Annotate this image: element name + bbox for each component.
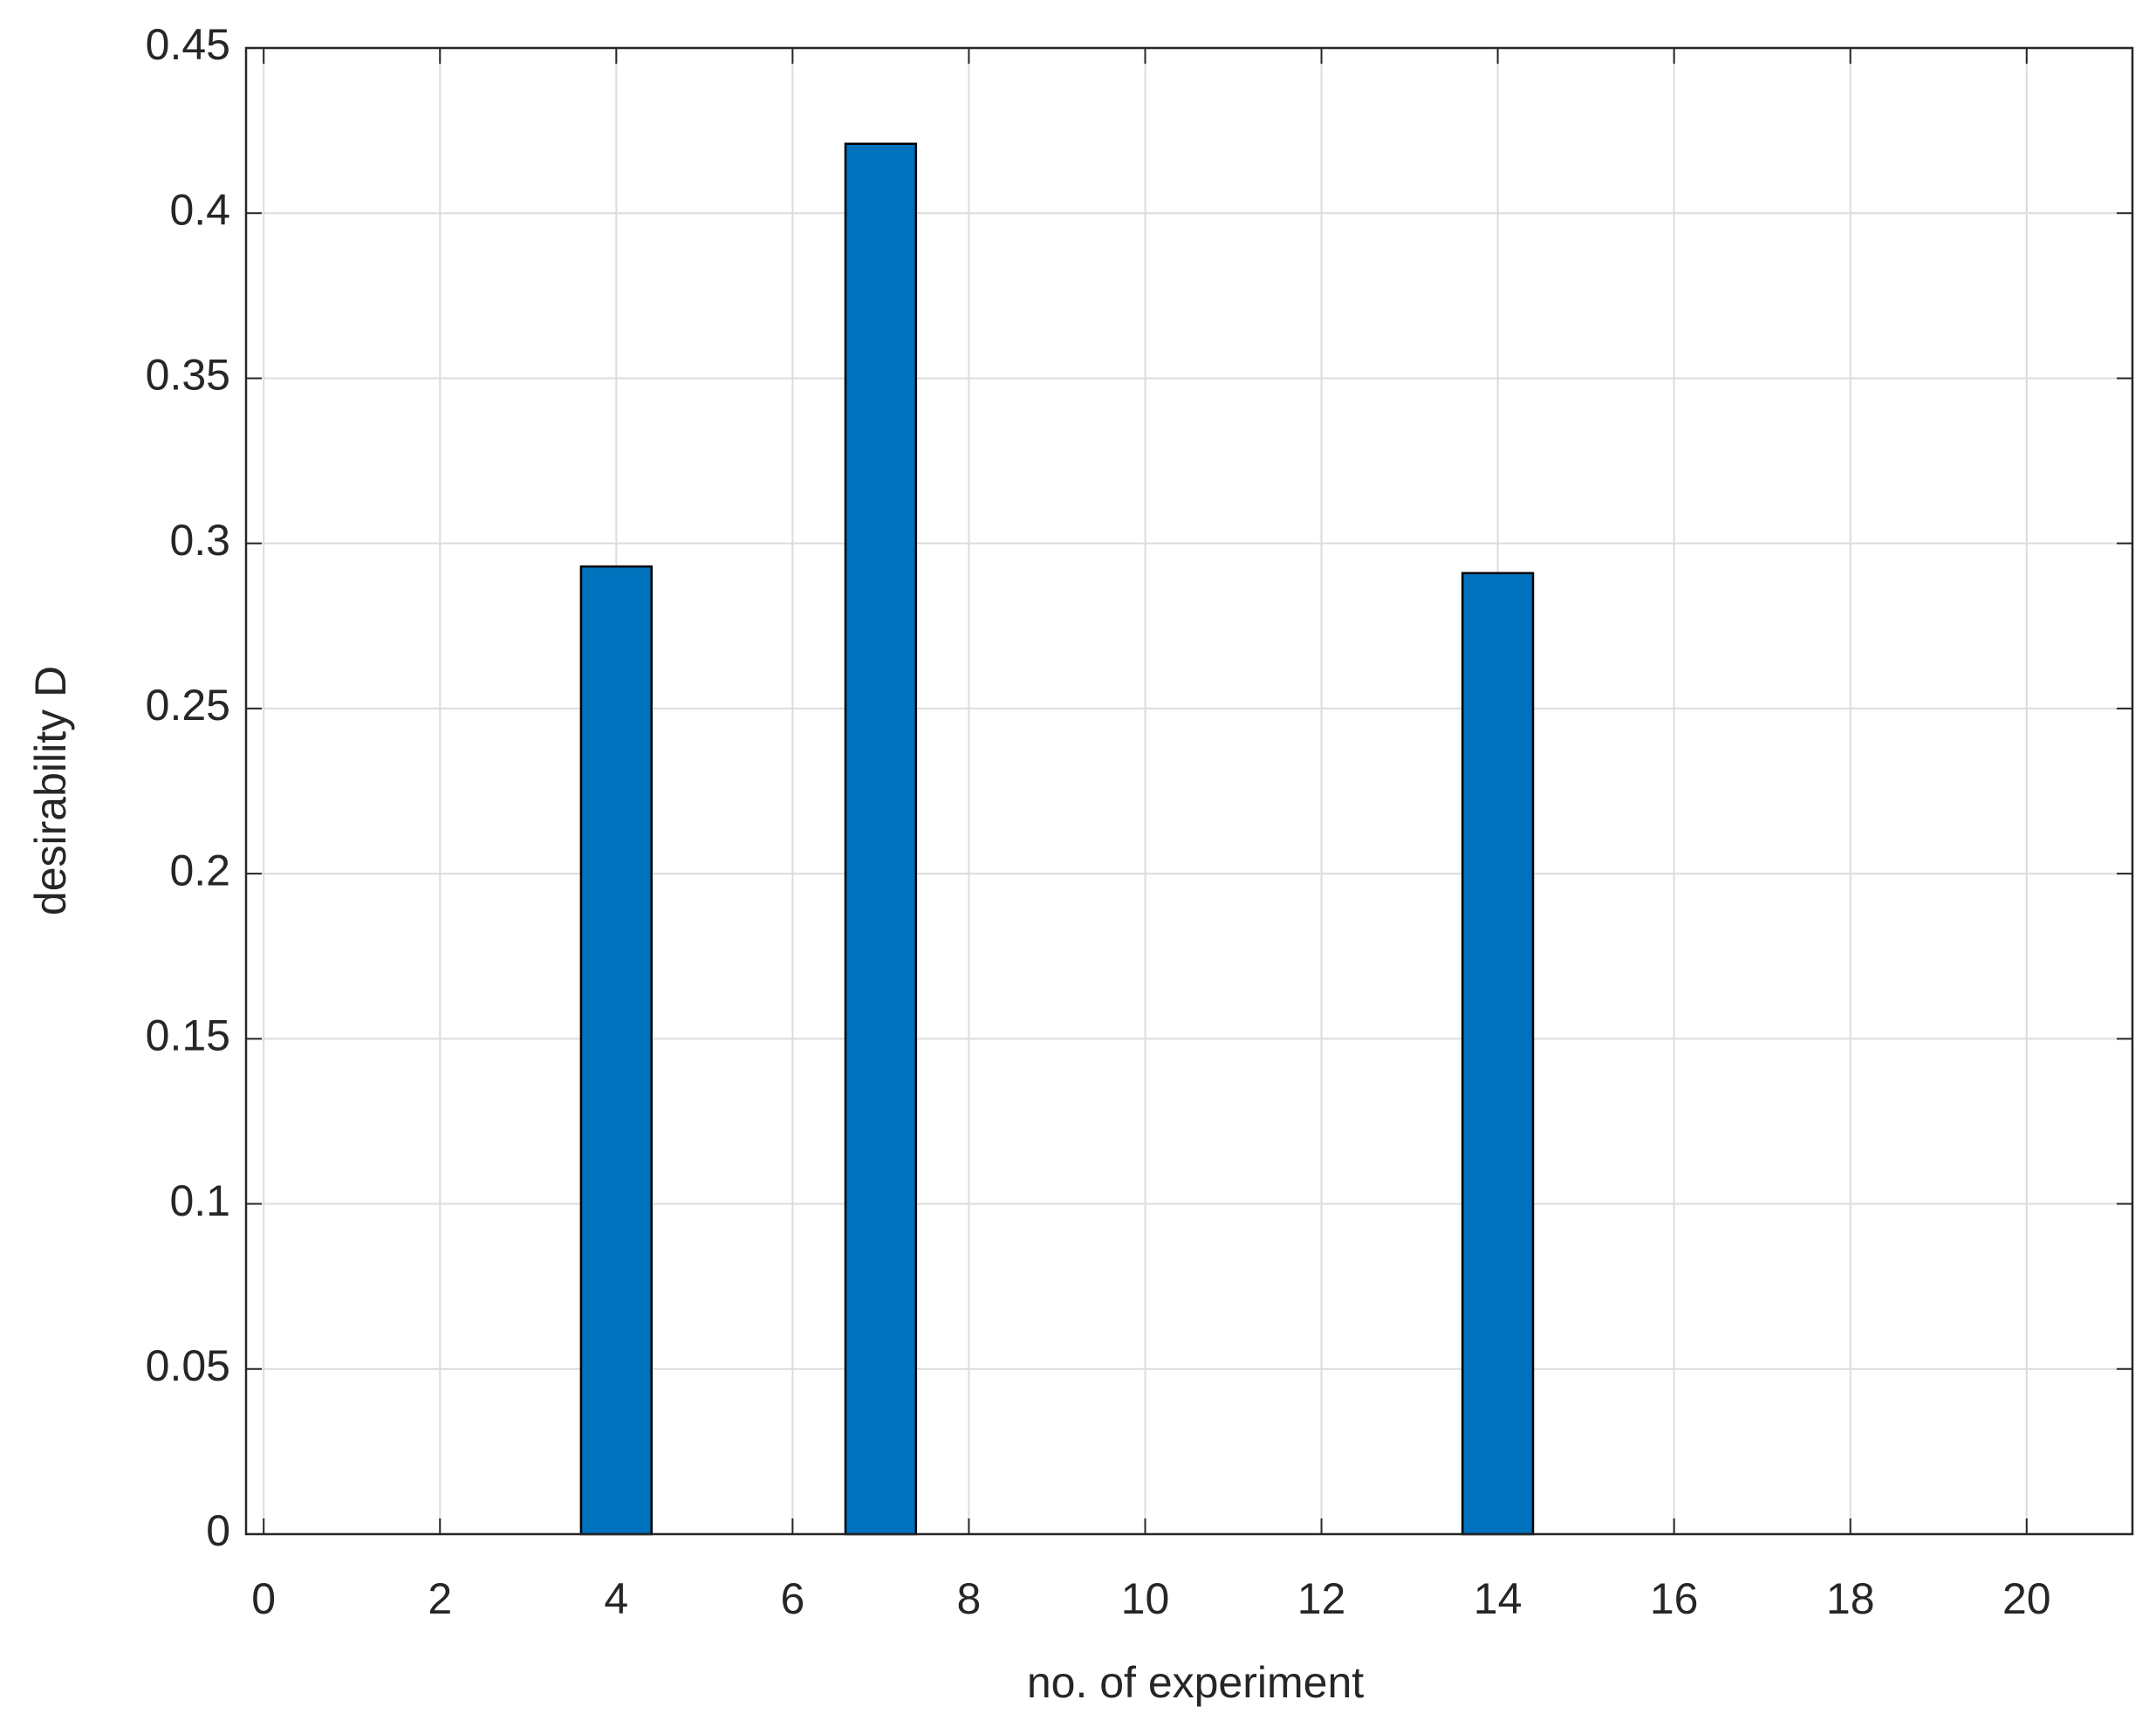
x-tick-label: 10 — [1121, 1574, 1170, 1623]
bar — [1461, 572, 1535, 1536]
x-tick-label: 16 — [1650, 1574, 1699, 1623]
x-tick-label: 6 — [780, 1574, 804, 1623]
y-tick-label: 0.1 — [169, 1176, 230, 1225]
x-axis-label: no. of experiment — [1027, 1658, 1364, 1707]
y-tick-label: 0.45 — [146, 20, 230, 69]
y-tick-label: 0.15 — [146, 1011, 230, 1060]
bar — [579, 565, 653, 1536]
plot-frame — [244, 46, 2134, 1536]
x-tick-label: 8 — [957, 1574, 982, 1623]
y-tick-label: 0.25 — [146, 681, 230, 730]
x-tick-label: 12 — [1297, 1574, 1346, 1623]
y-tick-label: 0.35 — [146, 351, 230, 400]
x-tick-label: 0 — [251, 1574, 276, 1623]
y-tick-label: 0.2 — [169, 846, 230, 894]
y-tick-label: 0 — [206, 1506, 230, 1555]
y-tick-label: 0.05 — [146, 1341, 230, 1390]
x-tick-label: 20 — [2002, 1574, 2051, 1623]
bar — [844, 142, 918, 1536]
y-tick-label: 0.3 — [169, 516, 230, 565]
x-tick-label: 2 — [428, 1574, 452, 1623]
x-tick-label: 4 — [604, 1574, 628, 1623]
y-tick-label: 0.4 — [169, 185, 230, 234]
x-tick-label: 18 — [1826, 1574, 1875, 1623]
y-axis-label: desirability D — [26, 666, 75, 915]
x-tick-label: 14 — [1474, 1574, 1523, 1623]
